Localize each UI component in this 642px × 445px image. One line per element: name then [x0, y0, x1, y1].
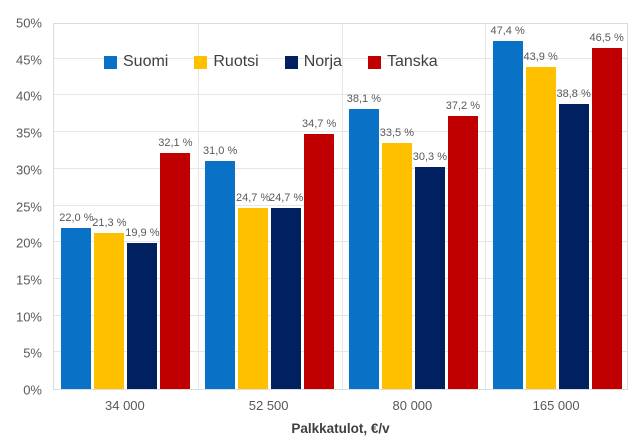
legend-label: Tanska — [386, 53, 438, 70]
gridline-h — [54, 94, 627, 96]
bar-label-suomi-80-000: 38,1 % — [346, 93, 381, 106]
bar-label-norja-52-500: 24,7 % — [269, 191, 304, 204]
legend-item-tanska: Tanska — [367, 53, 438, 71]
bar-label-ruotsi-34-000: 21,3 % — [92, 216, 127, 229]
y-tick-label: 15% — [15, 272, 42, 288]
legend-item-suomi: Suomi — [104, 53, 168, 71]
gridline-h — [54, 351, 627, 353]
bar-label-tanska-165-000: 46,5 % — [589, 31, 624, 44]
y-axis: 0% 5% 10% 15% 20% 25% 30% 35% 40% 45% 50% — [0, 0, 42, 445]
gridline-v — [341, 24, 343, 389]
gridline-h — [54, 241, 627, 243]
bar-label-tanska-34-000: 32,1 % — [158, 137, 193, 150]
x-tick-label: 34 000 — [104, 398, 145, 413]
legend-swatch-icon — [104, 55, 117, 69]
bar-norja-165-000 — [558, 104, 589, 389]
bar-tanska-34-000 — [160, 153, 191, 389]
bar-label-norja-34-000: 19,9 % — [125, 226, 160, 239]
bar-label-ruotsi-52-500: 24,7 % — [236, 191, 271, 204]
bar-label-ruotsi-165-000: 43,9 % — [523, 50, 558, 63]
bar-norja-52-500 — [271, 207, 302, 389]
x-tick-label: 80 000 — [392, 398, 433, 413]
bar-tanska-165-000 — [591, 47, 622, 389]
gridline-v — [485, 24, 487, 389]
bar-label-ruotsi-80-000: 33,5 % — [379, 127, 414, 140]
bar-label-suomi-165-000: 47,4 % — [490, 25, 525, 38]
bar-label-norja-80-000: 30,3 % — [412, 150, 447, 163]
x-tick-label: 165 000 — [532, 398, 580, 413]
legend: Suomi Ruotsi Norja Tanska — [104, 53, 438, 71]
gridline-h — [54, 57, 627, 59]
bar-suomi-34-000 — [61, 227, 92, 389]
legend-label: Norja — [303, 53, 342, 70]
gridline-h — [54, 314, 627, 316]
y-tick-label: 40% — [15, 88, 42, 104]
bar-ruotsi-52-500 — [238, 207, 269, 389]
y-tick-label: 10% — [15, 309, 42, 325]
bar-suomi-165-000 — [492, 41, 523, 389]
y-tick-label: 20% — [15, 235, 42, 251]
gridline-h — [54, 131, 627, 133]
bar-tanska-80-000 — [447, 115, 478, 389]
legend-item-ruotsi: Ruotsi — [194, 53, 259, 71]
x-tick-label: 52 500 — [248, 398, 289, 413]
bar-ruotsi-34-000 — [94, 232, 125, 389]
y-tick-label: 50% — [15, 15, 42, 31]
y-tick-label: 5% — [23, 345, 42, 361]
plot-area: Suomi Ruotsi Norja Tanska 22,0 % 21,3 % 19,9 … — [53, 23, 628, 390]
legend-swatch-icon — [284, 55, 298, 69]
gridline-h — [54, 277, 627, 279]
y-tick-label: 25% — [15, 199, 42, 214]
gridline-h — [54, 204, 627, 206]
bar-label-suomi-34-000: 22,0 % — [59, 211, 94, 224]
legend-label: Suomi — [123, 53, 169, 70]
y-tick-label: 45% — [15, 52, 42, 68]
bar-ruotsi-80-000 — [381, 143, 412, 389]
y-tick-label: 35% — [15, 125, 42, 141]
bar-label-norja-165-000: 38,8 % — [556, 88, 591, 101]
legend-label: Ruotsi — [213, 53, 259, 70]
x-axis: 34 000 52 500 80 000 165 000 — [53, 398, 628, 416]
bar-suomi-80-000 — [348, 109, 379, 389]
bar-tanska-52-500 — [304, 134, 335, 389]
bar-suomi-52-500 — [205, 161, 236, 389]
bar-label-tanska-80-000: 37,2 % — [445, 99, 480, 112]
bar-norja-34-000 — [127, 242, 158, 389]
bar-label-tanska-52-500: 34,7 % — [302, 118, 337, 131]
bar-ruotsi-165-000 — [525, 66, 556, 389]
legend-item-norja: Norja — [284, 53, 342, 71]
bar-norja-80-000 — [414, 166, 445, 389]
y-tick-label: 30% — [15, 162, 42, 178]
y-tick-label: 0% — [23, 382, 42, 398]
legend-swatch-icon — [194, 55, 208, 69]
gridline-v — [197, 24, 199, 389]
legend-swatch-icon — [367, 55, 381, 69]
bar-label-suomi-52-500: 31,0 % — [203, 145, 238, 158]
x-axis-title: Palkkatulot, €/v — [291, 421, 390, 436]
gridline-h — [54, 167, 627, 169]
